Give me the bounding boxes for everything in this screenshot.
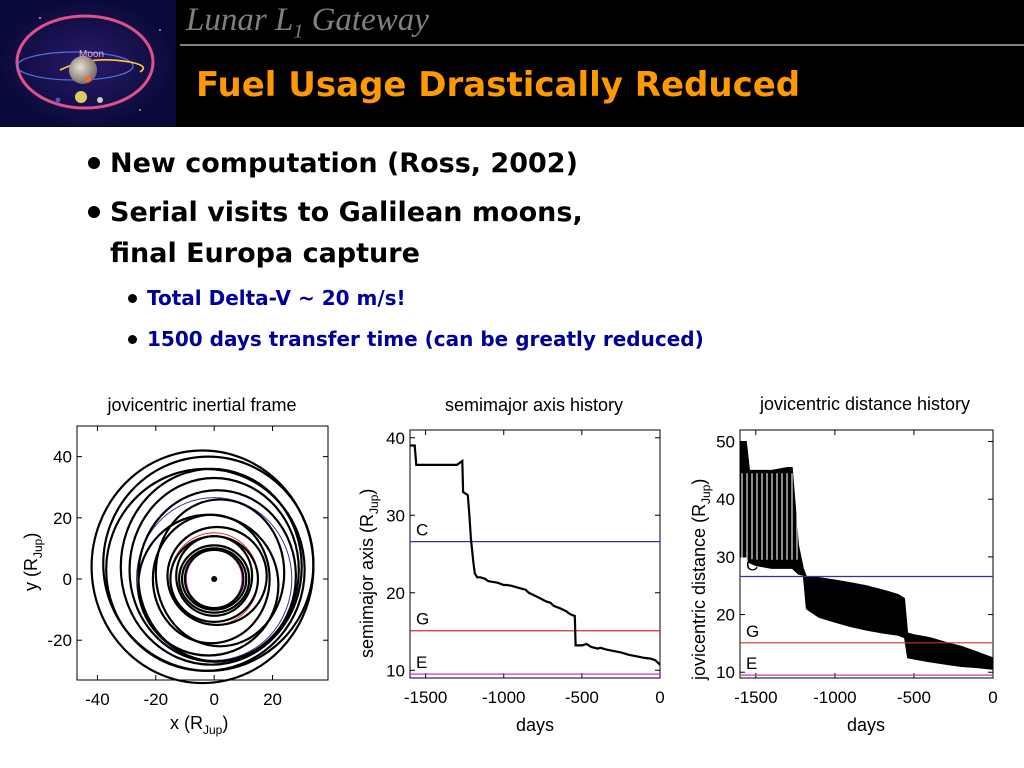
x-tick-label: 0 xyxy=(988,688,997,707)
x-tick-label: -1000 xyxy=(482,688,525,707)
x-tick-label: -500 xyxy=(897,688,931,707)
trajectory-loop xyxy=(151,513,271,645)
x-tick-label: -1500 xyxy=(404,688,447,707)
trajectory-loop xyxy=(175,535,254,617)
sub-bullet-delta-v: Total Delta-V ~ 20 m/s! xyxy=(147,286,406,310)
sub-bullet-transfer-time: 1500 days transfer time (can be greatly … xyxy=(147,327,704,351)
plot3-moon-lines: C GE xyxy=(740,555,993,676)
moon-label-g: G xyxy=(416,610,429,629)
sub-bullet-marker xyxy=(128,294,137,303)
moon-label-e: E xyxy=(746,654,757,673)
semimajor-axis-series xyxy=(410,444,661,666)
plot2-xlabel: days xyxy=(516,715,554,735)
y-tick-label: 20 xyxy=(716,606,735,625)
x-tick-label: -1000 xyxy=(813,688,856,707)
bullet-marker xyxy=(88,157,100,169)
plot3-ylabel: jovicentric distance (RJup) xyxy=(689,479,713,681)
plot-distance-history: jovicentric distance history -1500 -1000-… xyxy=(689,394,998,735)
bullet-serial-visits-line1: Serial visits to Galilean moons, xyxy=(110,197,583,228)
moon-label-c: C xyxy=(416,521,428,540)
y-tick-label: 10 xyxy=(386,661,405,680)
plot1-title: jovicentric inertial frame xyxy=(106,395,296,415)
jupiter-marker xyxy=(211,576,218,583)
y-tick-label: 50 xyxy=(716,433,735,452)
x-tick-label: 0 xyxy=(655,688,664,707)
y-tick-label: 10 xyxy=(716,663,735,682)
trajectory-loop xyxy=(180,547,248,611)
trajectory-loop xyxy=(183,548,245,610)
plot-inertial-frame: jovicentric inertial frame -40 -20 0 20 40 20… xyxy=(21,395,329,737)
series-title: Lunar L1 Gateway xyxy=(186,2,429,44)
bullet-new-computation: New computation (Ross, 2002) xyxy=(110,148,578,179)
series-title-subscript: 1 xyxy=(293,20,304,43)
trajectory-loop xyxy=(178,544,251,614)
x-tick-label: -20 xyxy=(144,690,169,709)
trajectory-loop xyxy=(119,467,303,666)
x-tick-label: 0 xyxy=(209,690,218,709)
bullet-serial-visits-line2: final Europa capture xyxy=(110,238,420,269)
y-tick-label: 30 xyxy=(386,506,405,525)
moon-label-g: G xyxy=(746,622,759,641)
trajectory-loop xyxy=(154,498,286,648)
y-tick-label: 40 xyxy=(53,448,72,467)
header-divider xyxy=(180,44,1024,46)
distance-oscillation-band xyxy=(739,441,994,670)
y-tick-label: 20 xyxy=(53,509,72,528)
series-title-main: Lunar L xyxy=(186,2,294,38)
bullet-marker xyxy=(88,206,100,218)
y-tick-label: 0 xyxy=(63,570,72,589)
logo-moon-label: Moon xyxy=(79,49,105,60)
logo-graphic xyxy=(0,0,176,127)
lunar-gateway-logo: Moon xyxy=(0,0,176,127)
y-tick-label: 40 xyxy=(386,429,405,448)
plot3-xlabel: days xyxy=(847,715,885,735)
sub-bullet-marker xyxy=(128,335,137,344)
moon-label-c: C xyxy=(746,555,758,574)
plot1-ticks: -40 -20 0 20 40 20 0 -20 xyxy=(47,426,328,709)
orbit-c xyxy=(136,497,293,661)
plot2-ticks: -1500 -1000 -500 0 40 30 20 10 xyxy=(386,429,665,707)
y-tick-label: 40 xyxy=(716,490,735,509)
plot2-moon-lines: C G E xyxy=(410,521,660,675)
plot2-axes-box xyxy=(409,429,661,679)
plot3-title: jovicentric distance history xyxy=(759,394,970,414)
x-tick-label: -500 xyxy=(565,688,599,707)
x-tick-label: -1500 xyxy=(734,688,777,707)
series-title-end: Gateway xyxy=(303,2,429,38)
plot1-trajectory xyxy=(90,449,315,685)
plot2-ylabel: semimajor axis (RJup) xyxy=(357,489,381,658)
y-tick-label: 30 xyxy=(716,548,735,567)
plot1-ylabel: y (RJup) xyxy=(21,533,45,591)
plot2-series xyxy=(410,444,661,666)
plot-semimajor-axis: semimajor axis history -1500 -1000 -500 0 40… xyxy=(357,395,665,735)
slide-title: Fuel Usage Drastically Reduced xyxy=(196,65,801,105)
slide-header: Moon Lunar L1 Gateway Fuel Usage Drastic… xyxy=(0,0,1024,127)
y-tick-label: 20 xyxy=(386,584,405,603)
trajectory-loop xyxy=(166,525,268,627)
x-tick-label: 20 xyxy=(263,690,282,709)
plot3-oscillation-envelope xyxy=(739,441,994,670)
moon-label-e: E xyxy=(416,653,427,672)
y-tick-label: -20 xyxy=(47,631,72,650)
plot1-xlabel: x (RJup) xyxy=(170,713,228,737)
plot2-title: semimajor axis history xyxy=(445,395,623,415)
x-tick-label: -40 xyxy=(85,690,110,709)
plot3-ticks: -1500 -1000 -500 0 50 40 30 20 10 xyxy=(716,430,998,707)
